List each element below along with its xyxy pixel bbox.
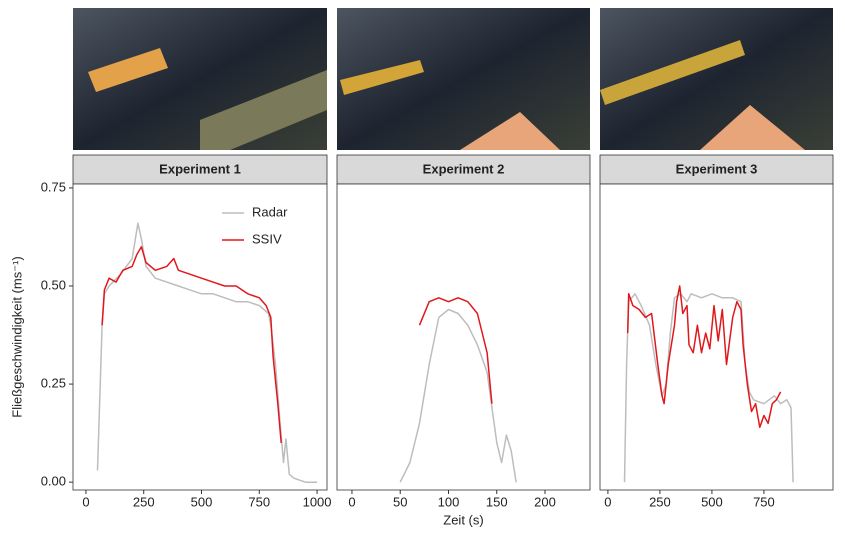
photo-detail <box>88 48 168 92</box>
y-tick-label: 0.00 <box>41 474 66 489</box>
photo-detail <box>340 60 424 95</box>
x-tick-label: 150 <box>486 494 508 509</box>
panel <box>336 183 591 491</box>
x-tick-label: 0 <box>348 494 355 509</box>
y-tick-label: 0.50 <box>41 277 66 292</box>
line <box>626 285 782 428</box>
strip-title: Experiment 3 <box>676 161 758 176</box>
strip-title: Experiment 1 <box>159 161 241 176</box>
strip <box>72 154 328 185</box>
x-tick-label: 1000 <box>303 494 332 509</box>
strip <box>599 154 834 185</box>
photo-detail <box>200 70 327 150</box>
photos <box>73 8 833 150</box>
x-tick-label: 250 <box>649 494 671 509</box>
x-tick-label: 100 <box>438 494 460 509</box>
line <box>101 246 282 443</box>
x-tick-label: 750 <box>753 494 775 509</box>
y-tick-label: 0.75 <box>41 179 66 194</box>
line <box>399 308 517 483</box>
legend-label: Radar <box>252 204 288 219</box>
x-tick-label: 250 <box>133 494 155 509</box>
x-tick-label: 200 <box>534 494 556 509</box>
x-tick-label: 500 <box>701 494 723 509</box>
legend-label: SSIV <box>252 231 282 246</box>
x-tick-label: 750 <box>248 494 270 509</box>
line <box>96 222 318 483</box>
panel <box>599 183 834 491</box>
strip-title: Experiment 2 <box>423 161 505 176</box>
x-axis-label: Zeit (s) <box>443 512 483 527</box>
x-tick-label: 50 <box>393 494 407 509</box>
x-tick-label: 0 <box>604 494 611 509</box>
line <box>418 297 493 404</box>
photo-detail <box>460 112 560 150</box>
photo-detail <box>700 105 805 150</box>
photo-detail <box>600 40 745 105</box>
y-axis-label: Fließgeschwindigkeit (ms⁻¹) <box>9 256 24 417</box>
panel <box>72 183 328 491</box>
plots: Experiment 10 250 500 750 10000.000.250.500.… <box>9 154 834 527</box>
line <box>623 293 794 483</box>
y-tick-label: 0.25 <box>41 376 66 391</box>
x-tick-label: 0 <box>82 494 89 509</box>
x-tick-label: 500 <box>191 494 213 509</box>
